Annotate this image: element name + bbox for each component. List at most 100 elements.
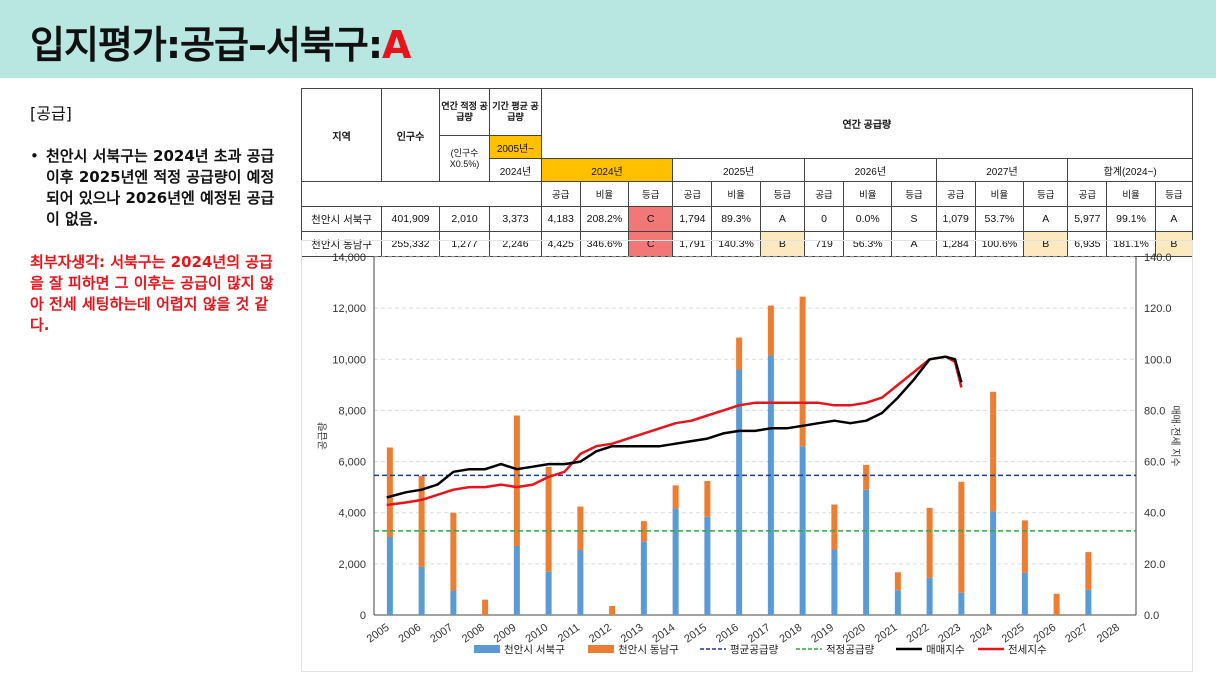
cell-annual: 2,010 xyxy=(438,206,491,232)
bar-dongnam xyxy=(736,337,743,370)
bar-dongnam xyxy=(482,599,489,615)
header-annual-supply: 연간 공급량 xyxy=(540,88,1194,159)
y-right-tick-label: 60.0 xyxy=(1144,457,1165,469)
bar-dongnam xyxy=(799,296,806,447)
y-left-tick-label: 14,000 xyxy=(332,252,366,264)
column-header: 공급 xyxy=(1067,181,1108,207)
page-title: 입지평가:공급–서북구:A xyxy=(30,14,411,69)
bar-dongnam xyxy=(513,415,520,546)
grade-cell: B xyxy=(1023,231,1069,257)
x-tick-label: 2010 xyxy=(523,622,550,646)
column-header: 공급 xyxy=(540,181,581,207)
table-row: 천안시 동남구 255,332 1,277 2,246 4,425 346.6% C 1,79… xyxy=(300,231,1194,257)
x-tick-label: 2023 xyxy=(936,622,963,646)
bullet-icon: • xyxy=(30,147,39,165)
bar-seobuk xyxy=(1021,572,1028,615)
y-left-tick-label: 2,000 xyxy=(338,559,366,571)
y-right-tick-label: 0.0 xyxy=(1144,610,1159,622)
bar-seobuk xyxy=(1085,589,1092,615)
bar-dongnam xyxy=(767,305,774,356)
x-tick-label: 2009 xyxy=(492,622,519,646)
x-tick-label: 2024 xyxy=(968,622,995,646)
bar-dongnam xyxy=(609,606,616,615)
bar-dongnam xyxy=(386,447,393,538)
bar-seobuk xyxy=(640,541,647,615)
x-tick-label: 2027 xyxy=(1063,622,1090,646)
bar-dongnam xyxy=(672,485,679,509)
grade-badge: A xyxy=(382,23,411,67)
header-year-2024: 2024년 xyxy=(540,158,674,182)
header-region: 지역 xyxy=(300,88,383,182)
y-left-tick-label: 8,000 xyxy=(338,405,366,417)
x-tick-label: 2012 xyxy=(587,622,614,646)
bar-seobuk xyxy=(958,592,965,615)
column-header: 등급 xyxy=(891,181,937,207)
column-header: 공급 xyxy=(803,181,845,207)
y-right-tick-label: 120.0 xyxy=(1144,303,1172,315)
bar-seobuk xyxy=(577,550,584,615)
grade-cell: A xyxy=(759,206,806,232)
bar-dongnam xyxy=(1021,520,1028,573)
grade-cell: A xyxy=(891,231,937,257)
x-tick-label: 2015 xyxy=(682,622,709,646)
y-left-tick-label: 4,000 xyxy=(338,508,366,520)
table-row: 천안시 서북구 401,909 2,010 3,373 4,183 208.2% C 1,79… xyxy=(300,206,1194,232)
chart-svg: 0 2,000 4,000 6,000 8,000 10,000 12,000 14,000 0… xyxy=(317,252,1181,656)
table-body: 공급 비율 등급 공급 비율 등급 공급 비율 등급 공급 비율 등급 공급 비율 등급 천안시 서북구 401… xyxy=(300,181,1194,257)
value-cell: 1,284 xyxy=(935,231,976,257)
column-header: 공급 xyxy=(672,181,713,207)
bar-seobuk xyxy=(767,355,774,615)
jeonse-index-line xyxy=(386,355,963,507)
header-annual-sub: (인구수 X0.5%) xyxy=(438,135,491,182)
header-year-2026: 2026년 xyxy=(804,158,937,182)
bar-dongnam xyxy=(958,481,965,593)
supply-table: 지역 인구수 연간 적정 공급량 기간 평균 공급량 연간 공급량 (인구수 X… xyxy=(300,88,1194,257)
x-tick-label: 2014 xyxy=(650,622,677,646)
legend-swatch xyxy=(474,645,500,653)
legend-label: 천안시 서북구 xyxy=(504,644,565,656)
value-cell: 346.6% xyxy=(579,231,630,257)
y-right-tick-label: 20.0 xyxy=(1144,559,1165,571)
column-header: 비율 xyxy=(711,181,761,207)
column-header: 비율 xyxy=(974,181,1025,207)
x-tick-label: 2017 xyxy=(746,622,773,646)
bar-seobuk xyxy=(863,489,870,615)
section-label: [공급] xyxy=(30,104,72,123)
grade-cell: B xyxy=(1154,231,1194,257)
column-header: 공급 xyxy=(935,181,976,207)
header-bar: 입지평가:공급–서북구:A xyxy=(0,0,1216,78)
bar-seobuk xyxy=(386,537,393,615)
column-header: 비율 xyxy=(579,181,630,207)
header-year-2027: 2027년 xyxy=(935,158,1069,182)
value-cell: 1,079 xyxy=(935,206,976,232)
bar-dongnam xyxy=(1053,593,1060,615)
bar-dongnam xyxy=(1085,552,1092,590)
value-cell: 53.7% xyxy=(974,206,1025,232)
x-tick-label: 2018 xyxy=(777,622,804,646)
x-tick-label: 2028 xyxy=(1095,622,1122,646)
summary-bullet: • 천안시 서북구는 2024년 초과 공급 이후 2025년엔 적정 공급량이… xyxy=(30,146,280,230)
bar-seobuk xyxy=(736,369,743,615)
legend-label: 전세지수 xyxy=(1008,644,1047,656)
x-tick-label: 2016 xyxy=(714,622,741,646)
bar-seobuk xyxy=(545,571,552,615)
grade-cell: S xyxy=(891,206,937,232)
column-header: 등급 xyxy=(759,181,806,207)
y-right-tick-label: 40.0 xyxy=(1144,508,1165,520)
value-cell: 56.3% xyxy=(843,231,893,257)
header-year-total: 합계(2024~) xyxy=(1067,158,1193,182)
bullet-text: 천안시 서북구는 2024년 초과 공급 이후 2025년엔 적정 공급량이 예… xyxy=(46,147,275,228)
cell-region: 천안시 동남구 xyxy=(300,231,383,257)
value-cell: 208.2% xyxy=(579,206,630,232)
y-left-tick-label: 12,000 xyxy=(332,303,366,315)
x-tick-label: 2019 xyxy=(809,622,836,646)
grade-cell: A xyxy=(1023,206,1069,232)
bar-seobuk xyxy=(990,511,997,615)
x-tick-label: 2006 xyxy=(396,622,423,646)
supply-chart: 0 2,000 4,000 6,000 8,000 10,000 12,000 14,000 0… xyxy=(301,240,1193,672)
value-cell: 181.1% xyxy=(1106,231,1156,257)
bar-seobuk xyxy=(704,516,711,615)
value-cell: 4,183 xyxy=(540,206,581,232)
grade-cell: C xyxy=(628,231,674,257)
legend-label: 천안시 동남구 xyxy=(618,644,679,656)
